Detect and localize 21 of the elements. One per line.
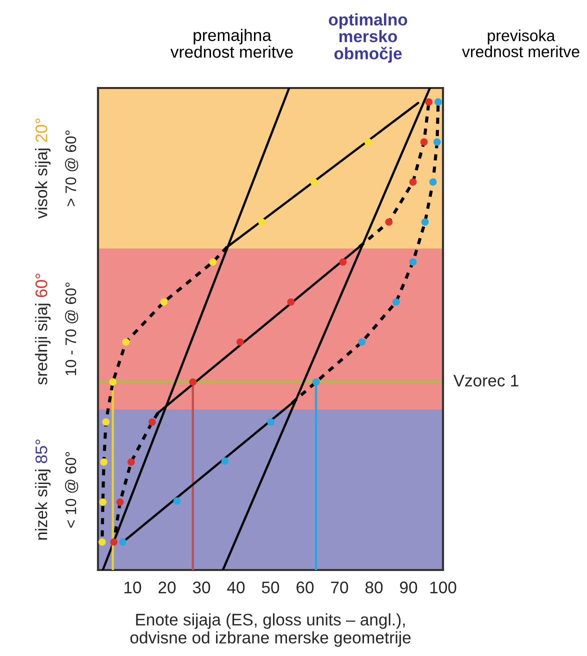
x-tick-label: 50: [262, 582, 280, 594]
x-axis-title: Enote sijaja (ES, gloss units – angl.), odvisne od izbrane merske geometrije: [130, 613, 411, 647]
band-label: < 10 @ 60°: [65, 452, 78, 528]
band-label: 10 - 70 @ 60°: [65, 282, 78, 376]
band-label: > 70 @ 60°: [65, 130, 78, 206]
x-tick-label: 60: [296, 582, 314, 594]
x-tick-label: 10: [124, 582, 142, 594]
text: nizek sijaj 85°: [35, 440, 51, 540]
text: optimalno mersko območje: [328, 13, 408, 63]
text: visok sijaj 20°: [35, 118, 51, 219]
text: premajhna vrednost meritve: [170, 28, 293, 58]
text: previsoka vrednost meritve: [462, 30, 580, 58]
x-tick-label: 70: [331, 582, 348, 594]
x-tick-label: 20: [158, 582, 176, 594]
x-tick-label: 80: [365, 582, 383, 594]
x-tick-label: 40: [227, 582, 245, 594]
x-tick-label: 100: [430, 582, 456, 594]
x-tick-label: 90: [400, 582, 418, 594]
x-tick-label: 30: [192, 582, 210, 594]
text: srednji sijaj 60°: [35, 274, 51, 385]
ref-line-label: Vzorec 1: [453, 374, 518, 386]
